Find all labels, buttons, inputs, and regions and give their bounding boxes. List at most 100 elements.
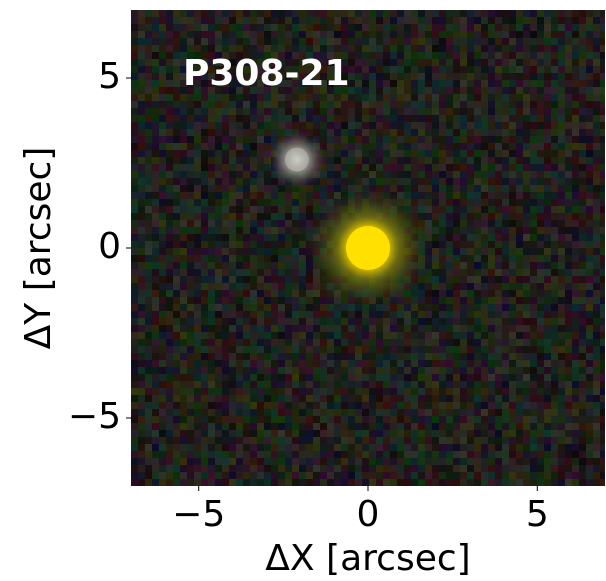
noise-pixel	[152, 269, 159, 276]
noise-pixel	[159, 150, 166, 157]
noise-pixel	[565, 73, 572, 80]
noise-pixel	[418, 24, 425, 31]
noise-pixel	[369, 38, 376, 45]
noise-pixel	[453, 220, 460, 227]
noise-pixel	[278, 304, 285, 311]
noise-pixel	[320, 388, 327, 395]
noise-pixel	[215, 297, 222, 304]
noise-pixel	[257, 150, 264, 157]
noise-pixel	[397, 388, 404, 395]
noise-pixel	[222, 451, 229, 458]
noise-pixel	[558, 66, 565, 73]
noise-pixel	[362, 164, 369, 171]
noise-pixel	[271, 318, 278, 325]
noise-pixel	[488, 451, 495, 458]
noise-pixel	[138, 31, 145, 38]
noise-pixel	[208, 122, 215, 129]
noise-pixel	[264, 24, 271, 31]
noise-pixel	[502, 416, 509, 423]
noise-pixel	[250, 353, 257, 360]
noise-pixel	[509, 52, 516, 59]
noise-pixel	[292, 206, 299, 213]
noise-pixel	[488, 185, 495, 192]
noise-pixel	[355, 402, 362, 409]
noise-pixel	[201, 199, 208, 206]
noise-pixel	[572, 150, 579, 157]
noise-pixel	[600, 38, 606, 45]
noise-pixel	[250, 402, 257, 409]
noise-pixel	[166, 409, 173, 416]
noise-pixel	[474, 115, 481, 122]
noise-pixel	[215, 367, 222, 374]
noise-pixel	[320, 332, 327, 339]
noise-pixel	[208, 24, 215, 31]
noise-pixel	[453, 122, 460, 129]
noise-pixel	[523, 94, 530, 101]
noise-pixel	[481, 381, 488, 388]
noise-pixel	[544, 402, 551, 409]
noise-pixel	[579, 346, 586, 353]
noise-pixel	[593, 24, 600, 31]
noise-pixel	[257, 472, 264, 479]
noise-pixel	[439, 129, 446, 136]
noise-pixel	[383, 381, 390, 388]
noise-pixel	[313, 199, 320, 206]
noise-pixel	[467, 472, 474, 479]
noise-pixel	[355, 38, 362, 45]
noise-pixel	[208, 395, 215, 402]
noise-pixel	[593, 367, 600, 374]
noise-pixel	[411, 325, 418, 332]
noise-pixel	[348, 374, 355, 381]
noise-pixel	[187, 290, 194, 297]
noise-pixel	[236, 108, 243, 115]
noise-pixel	[250, 143, 257, 150]
noise-pixel	[383, 24, 390, 31]
noise-pixel	[544, 311, 551, 318]
noise-pixel	[327, 423, 334, 430]
noise-pixel	[327, 374, 334, 381]
noise-pixel	[593, 444, 600, 451]
noise-pixel	[425, 108, 432, 115]
noise-pixel	[201, 213, 208, 220]
noise-pixel	[327, 409, 334, 416]
noise-pixel	[306, 381, 313, 388]
noise-pixel	[292, 101, 299, 108]
noise-pixel	[271, 283, 278, 290]
noise-pixel	[474, 346, 481, 353]
noise-pixel	[593, 423, 600, 430]
noise-pixel	[509, 234, 516, 241]
noise-pixel	[194, 220, 201, 227]
noise-pixel	[467, 367, 474, 374]
noise-pixel	[138, 311, 145, 318]
noise-pixel	[390, 332, 397, 339]
noise-pixel	[362, 437, 369, 444]
noise-pixel	[369, 311, 376, 318]
noise-pixel	[306, 122, 313, 129]
noise-pixel	[411, 31, 418, 38]
noise-pixel	[502, 346, 509, 353]
noise-pixel	[348, 332, 355, 339]
noise-pixel	[187, 346, 194, 353]
noise-pixel	[523, 367, 530, 374]
noise-pixel	[600, 472, 606, 479]
noise-pixel	[362, 17, 369, 24]
noise-pixel	[138, 94, 145, 101]
noise-pixel	[579, 360, 586, 367]
noise-pixel	[152, 262, 159, 269]
noise-pixel	[425, 10, 432, 17]
noise-pixel	[439, 388, 446, 395]
noise-pixel	[572, 10, 579, 17]
noise-pixel	[299, 241, 306, 248]
noise-pixel	[411, 416, 418, 423]
noise-pixel	[502, 388, 509, 395]
noise-pixel	[551, 24, 558, 31]
noise-pixel	[467, 66, 474, 73]
noise-pixel	[131, 59, 138, 66]
noise-pixel	[159, 206, 166, 213]
noise-pixel	[313, 325, 320, 332]
noise-pixel	[572, 353, 579, 360]
noise-pixel	[369, 325, 376, 332]
noise-pixel	[320, 17, 327, 24]
noise-pixel	[257, 437, 264, 444]
noise-pixel	[446, 430, 453, 437]
